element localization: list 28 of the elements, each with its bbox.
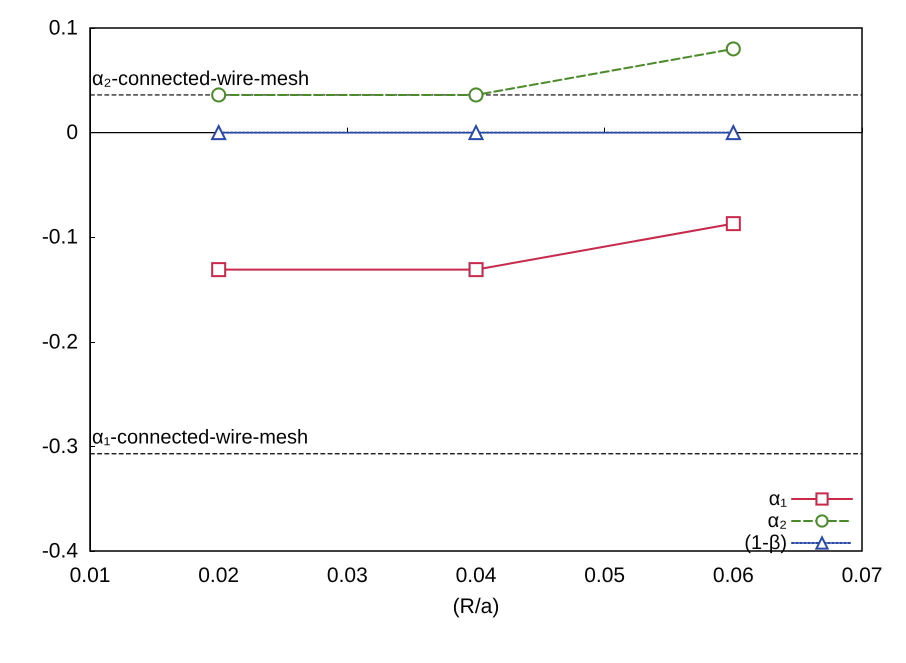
x-tick-label: 0.03 — [326, 564, 368, 587]
point — [211, 262, 226, 278]
ref-line-label: α₂-connected-wire-mesh — [92, 68, 310, 90]
point — [726, 125, 741, 140]
y-tick-label: -0.4 — [42, 540, 78, 562]
legend-label: α₁ — [768, 488, 788, 510]
x-tick-label: 0.04 — [456, 564, 497, 587]
x-tick-label: 0.05 — [584, 564, 626, 587]
point — [468, 125, 484, 140]
x-tick-label: 0.06 — [712, 564, 754, 587]
y-tick-label: -0.2 — [42, 330, 78, 354]
y-tick-label: 0 — [66, 121, 78, 144]
ref-line-label: α₁-connected-wire-mesh — [92, 426, 308, 449]
legend-label: α₂ — [768, 510, 787, 532]
x-tick-label: 0.02 — [198, 564, 240, 587]
point — [211, 87, 226, 102]
y-tick-label: -0.3 — [42, 434, 78, 458]
point — [726, 216, 741, 232]
point — [211, 125, 226, 140]
x-tick-label: 0.01 — [70, 564, 110, 587]
legend-label: (1-β) — [744, 532, 787, 554]
point — [468, 87, 484, 102]
point — [468, 262, 484, 278]
point — [726, 41, 741, 56]
y-tick-label: 0.1 — [48, 16, 78, 40]
x-tick-label: 0.07 — [842, 564, 882, 587]
y-tick-label: -0.1 — [42, 226, 78, 249]
x-axis-title: (R/a) — [452, 595, 500, 618]
